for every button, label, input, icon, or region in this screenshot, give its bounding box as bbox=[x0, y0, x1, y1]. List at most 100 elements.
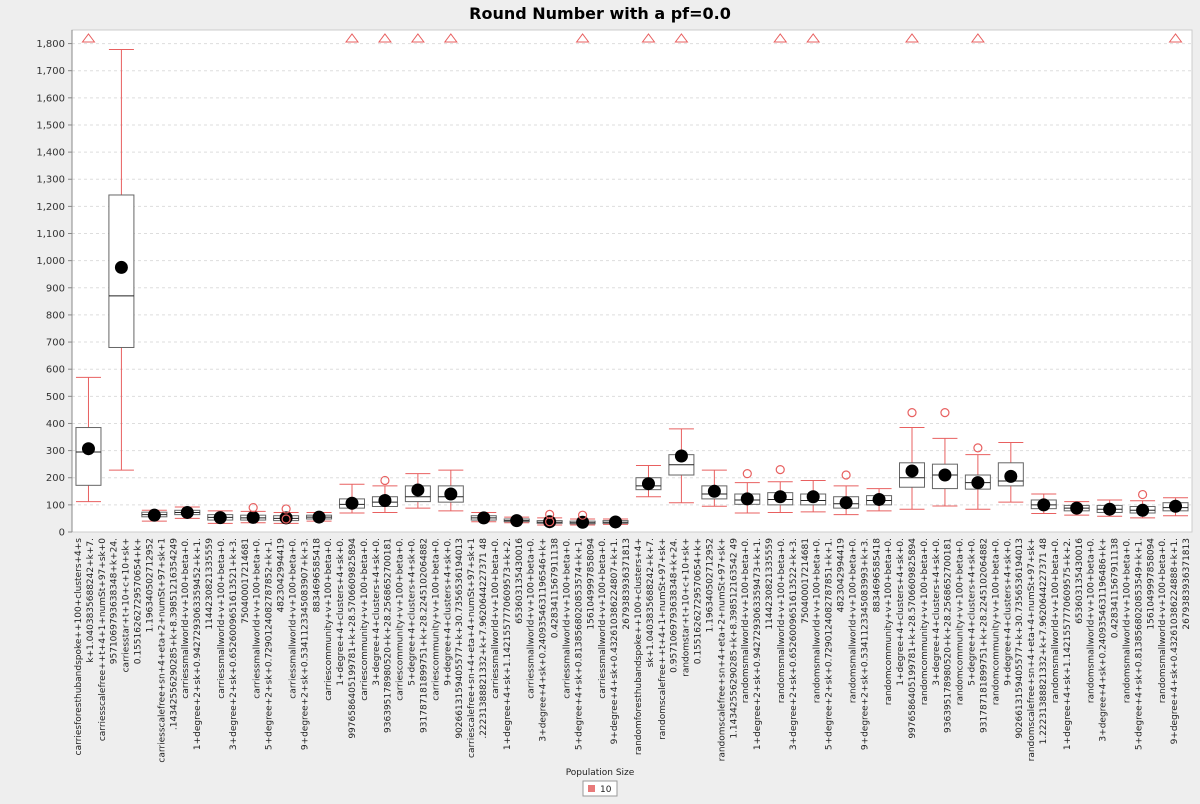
y-tick-label: 1,100 bbox=[36, 229, 65, 240]
x-category-label: 0.4283411567911138 bbox=[1111, 538, 1121, 638]
box-group bbox=[503, 514, 530, 528]
box-group bbox=[339, 33, 365, 514]
x-category-label: 3+degree+2+sk+0.6526009651613521+k+3. bbox=[229, 538, 239, 750]
x-category-label: 936395178980520+k+28.2568652700181 bbox=[944, 538, 954, 733]
x-category-label: 931787181899751+k+28.2245102064882 bbox=[979, 538, 989, 733]
x-category-label: 1+degree+4+clusters+4+sk+0. bbox=[336, 538, 346, 686]
box-group bbox=[668, 33, 695, 504]
x-category-label: 3+degree+4+sk+0.2409354631196486+k+ bbox=[1099, 538, 1109, 742]
x-category-label: carriessmallworld+v+100+beta+0. bbox=[253, 538, 263, 699]
x-category-label: carriesforesthubandspoke++100+clusters+4… bbox=[74, 538, 84, 756]
x-category-label: carriescalefree+sn+4+eta+4+numSt+97+sk+1 bbox=[467, 538, 477, 758]
x-category-label: 9976586405199781+k+28.5706609825894 bbox=[348, 538, 358, 739]
x-category-label: 0.15516262729570654+k+ bbox=[134, 538, 144, 664]
box-group bbox=[1030, 493, 1057, 515]
box-group bbox=[1063, 501, 1090, 516]
x-category-label: 3+degree+4+clusters+4+sk+0. bbox=[372, 538, 382, 686]
y-tick-label: 200 bbox=[46, 473, 65, 484]
mean-marker bbox=[477, 511, 491, 525]
y-tick-label: 700 bbox=[46, 338, 65, 349]
outlier-point bbox=[380, 475, 390, 486]
x-category-label: 9+degree+4+sk+0.432610386224807+k+1. bbox=[610, 538, 620, 744]
mean-marker bbox=[740, 492, 754, 506]
y-tick-label: 1,300 bbox=[36, 175, 65, 186]
x-category-label: 9+degree+4+clusters+4+sk+0. bbox=[443, 538, 453, 686]
mean-marker bbox=[411, 483, 425, 497]
x-category-label: 8834696585418 bbox=[872, 538, 882, 613]
mean-marker bbox=[839, 496, 853, 510]
y-tick-label: 0 bbox=[59, 528, 65, 539]
far-out-indicator bbox=[575, 33, 590, 43]
x-category-label: carriesstar+t+10+c+10+sk+ bbox=[122, 538, 132, 672]
x-category-label: 3+degree+4+clusters+4+sk+0. bbox=[932, 538, 942, 686]
box-iqr bbox=[75, 427, 102, 486]
x-category-label: 5+degree+4+clusters+4+sk+0. bbox=[968, 538, 978, 686]
x-category-label: 5+degree+4+clusters+4+sk+0. bbox=[408, 538, 418, 686]
x-category-label: randomsmallworld+v+100+beta+0. bbox=[1051, 538, 1061, 703]
x-category-label: randomsmallworld+v+100+beta+0. bbox=[813, 538, 823, 703]
x-category-label: randomcommunity+v+100+beta+0. bbox=[956, 538, 966, 705]
mean-marker bbox=[510, 514, 524, 528]
grid-lines bbox=[72, 43, 1192, 506]
box-group bbox=[931, 408, 958, 507]
x-category-label: carriessmallworld+v+100+beta+0. bbox=[217, 538, 227, 699]
box-group bbox=[536, 509, 563, 529]
mean-marker bbox=[641, 477, 655, 491]
y-tick-label: 1,600 bbox=[36, 93, 65, 104]
chart-title: Round Number with a pf=0.0 bbox=[469, 4, 731, 23]
box-group bbox=[404, 33, 431, 509]
x-category-label: 1.22231388821332+k+7.9620644227371 48 bbox=[1039, 538, 1049, 745]
x-category-label: 9+degree+2+sk+0.5341123345083907+k+3. bbox=[300, 538, 310, 750]
x-category-label: randomsmallworld+v+100+beta+0. bbox=[777, 538, 787, 703]
mean-marker bbox=[345, 496, 359, 510]
box-group bbox=[240, 502, 267, 524]
far-out-indicator bbox=[81, 33, 96, 43]
outlier-point bbox=[1137, 489, 1148, 500]
box-group bbox=[964, 33, 991, 510]
legend: Population Size 10 bbox=[566, 768, 635, 797]
x-category-label: 5+degree+4+sk+0.8138568020853549+k+1. bbox=[1134, 538, 1144, 750]
x-category-label: 1+degree+4+clusters+4+sk+0. bbox=[896, 538, 906, 686]
x-category-label: randomsmallworld+v+100+beta+0. bbox=[1158, 538, 1168, 703]
box-group bbox=[899, 33, 925, 510]
x-category-label: 4823042994419 bbox=[837, 538, 847, 613]
x-category-label: randomscalefree+sn+4+eta+2+numSt+97+sk+ bbox=[717, 538, 727, 761]
x-category-label: 9976586405199781+k+28.5706609825894 bbox=[908, 538, 918, 739]
box-group bbox=[833, 470, 860, 516]
x-category-label: carriescommunity+v+100+beta+0. bbox=[360, 538, 370, 701]
mean-marker bbox=[905, 464, 919, 478]
mean-marker bbox=[81, 442, 95, 456]
mean-marker bbox=[378, 494, 392, 508]
outlier-point bbox=[940, 408, 950, 418]
mean-marker bbox=[872, 492, 886, 506]
mean-marker bbox=[180, 505, 194, 519]
x-category-label: randomforesthubandspoke++100+clusters+4+ bbox=[634, 538, 644, 755]
box-group bbox=[734, 469, 761, 514]
box-group bbox=[1096, 499, 1123, 517]
legend-swatch bbox=[588, 785, 595, 792]
box-group bbox=[371, 33, 398, 513]
x-category-label: 1+degree+2+sk+0.9427293063359452+k+1. bbox=[193, 538, 203, 750]
far-out-indicator bbox=[443, 33, 458, 43]
x-category-label: randomscalefree+sn+4+eta+4+numSt+97+sk+ bbox=[1027, 538, 1037, 761]
x-category-label: 2679383936371813 bbox=[622, 538, 632, 630]
x-category-label: carriesscalefree+sn+4+eta+2+numSt+97+sk+… bbox=[157, 538, 167, 763]
x-category-label: 1.196340502712952 bbox=[705, 538, 715, 632]
mean-marker bbox=[707, 484, 721, 498]
far-out-indicator bbox=[1168, 33, 1183, 43]
x-category-label: carriessmallworld+v+100+beta+0. bbox=[288, 538, 298, 699]
x-category-label: 2679383936371813 bbox=[1182, 538, 1192, 630]
box-group bbox=[273, 504, 300, 525]
box-group bbox=[141, 508, 168, 522]
x-category-label: 1561049997858094 bbox=[1146, 538, 1156, 630]
outlier-point bbox=[281, 514, 291, 524]
x-category-label: 1144230821335559 bbox=[205, 538, 215, 630]
mean-marker bbox=[609, 515, 623, 529]
x-category-label: 1144230821335559 bbox=[765, 538, 775, 630]
x-category-label: carriessmallworld+v+100+beta+0. bbox=[527, 538, 537, 699]
y-tick-label: 1,200 bbox=[36, 202, 65, 213]
box-group bbox=[997, 441, 1024, 503]
x-category-label: 5+degree+2+sk+0.7290124082787851+k+1. bbox=[825, 538, 835, 750]
x-category-label: randomstar+t+10+c+10+sk+ bbox=[682, 538, 692, 677]
x-category-label: .14342556290285+k+8.39851216354249 bbox=[169, 538, 179, 730]
